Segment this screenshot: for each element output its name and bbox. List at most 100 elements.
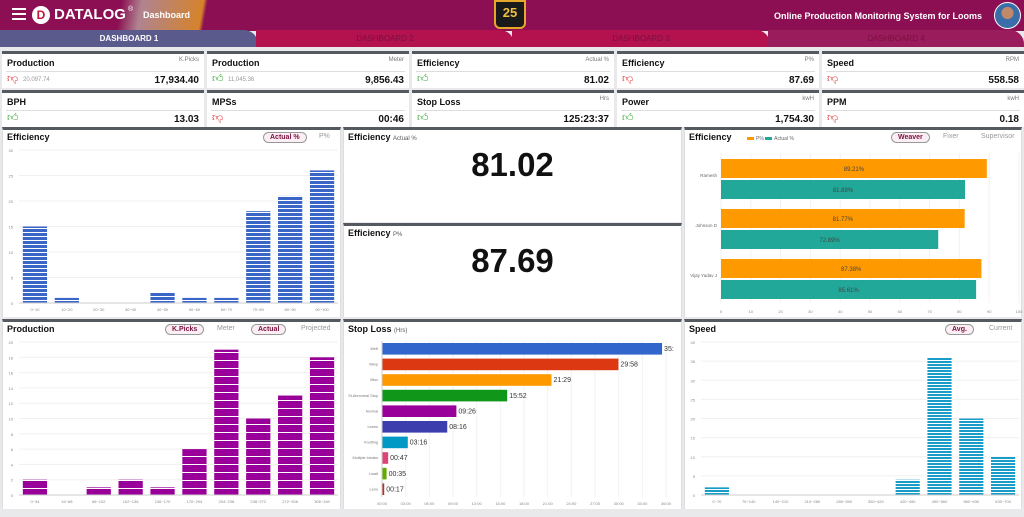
chart-legend: P% Actual %	[747, 136, 794, 142]
toggle-meter[interactable]: Meter	[217, 325, 235, 332]
y-tick-label: 15	[691, 436, 696, 441]
y-tick-label: 20	[9, 199, 14, 204]
stop-loss-panel: Stop Loss (Hrs) 00:00 03:00 06:00 09:00 12:0…	[343, 319, 682, 509]
toggle-current[interactable]: Current	[989, 325, 1013, 332]
kpi-unit: Actual %	[585, 57, 609, 63]
bar	[309, 170, 335, 303]
x-tick-label: 0~34	[30, 499, 40, 504]
thumbs-down-icon: 👎︎	[827, 112, 839, 124]
tab-dashboard-2[interactable]: DASHBOARD 2	[256, 30, 514, 47]
bar	[309, 357, 335, 495]
y-tick-label: 10	[691, 455, 696, 460]
kpi-card[interactable]: BPH 👍︎ 13.03	[2, 90, 204, 127]
kpi-value: 1,754.30	[775, 114, 814, 125]
tab-dashboard-4[interactable]: DASHBOARD 4	[768, 30, 1024, 47]
kpi-card[interactable]: Efficiency Actual % 👍︎ 81.02	[412, 51, 614, 88]
kpi-previous-value: 11,045.36	[228, 77, 255, 83]
kpi-unit: P%	[804, 57, 814, 63]
thumbs-up-icon: 👍︎	[417, 112, 429, 124]
toggle-actual[interactable]: Actual	[251, 324, 287, 335]
toggle-kpicks[interactable]: K.Picks	[165, 324, 205, 335]
kpi-card[interactable]: Power kwH 👍︎ 1,754.30	[617, 90, 819, 127]
toggle-fixer[interactable]: Fixer	[943, 133, 959, 140]
thumbs-down-icon: 👎︎	[827, 73, 839, 85]
y-tick-label: 20	[9, 340, 14, 345]
kpi-value: 0.18	[999, 114, 1019, 125]
stop-loss-chart: 00:00 03:00 06:00 09:00 12:00 15:00 18:00 21:00…	[348, 341, 674, 506]
thumbs-down-icon: 👎︎	[622, 73, 634, 85]
x-tick-label: 10	[749, 309, 754, 314]
x-tick-label: 03:00	[401, 501, 412, 506]
avatar[interactable]	[994, 2, 1021, 29]
title-text: Efficiency	[348, 228, 391, 238]
kpi-title: Power	[622, 97, 650, 107]
bar	[382, 389, 508, 402]
x-tick-label: 170~204	[187, 499, 203, 504]
bar	[927, 357, 952, 495]
toggle-supervisor[interactable]: Supervisor	[981, 133, 1015, 140]
kpi-card[interactable]: Production Meter 👍︎ 11,045.36 9,856.43	[207, 51, 409, 88]
brand-name: DATALOG	[54, 6, 126, 23]
data-label: 89.21%	[844, 167, 865, 173]
toggle-p-percent[interactable]: P%	[319, 133, 330, 140]
y-tick-label: 30	[9, 148, 14, 153]
panel-title: Production	[7, 324, 55, 334]
x-tick-label: 06:00	[424, 501, 435, 506]
kpi-value: 00:46	[378, 114, 404, 125]
bar	[182, 297, 207, 303]
toggle-avg[interactable]: Avg.	[945, 324, 974, 335]
efficiency-actual-panel: Efficiency Actual % 81.02	[343, 127, 682, 222]
data-label: 81.77%	[833, 217, 854, 223]
bar	[704, 487, 729, 495]
legend-label: Actual %	[774, 136, 794, 142]
kpi-card[interactable]: MPSs 👎︎ 00:46	[207, 90, 409, 127]
data-label: 09:26	[458, 408, 476, 415]
bar	[382, 436, 408, 449]
x-tick-label: 40	[838, 309, 843, 314]
x-tick-label: 34~68	[61, 499, 73, 504]
x-tick-label: 70~140	[742, 499, 756, 504]
toggle-projected[interactable]: Projected	[301, 325, 331, 332]
tab-dashboard-3[interactable]: DASHBOARD 3	[512, 30, 770, 47]
x-tick-label: 210~280	[804, 499, 820, 504]
x-tick-label: 100	[1016, 309, 1023, 314]
kpi-card[interactable]: Stop Loss Hrs 👍︎ 125:23:37	[412, 90, 614, 127]
kpi-card[interactable]: Production K.Picks 👎︎ 20,097.74 17,934.4…	[2, 51, 204, 88]
bar	[278, 195, 303, 303]
efficiency-histogram-chart: 0 5 10 15 20 25 30 0~10 10~20 20~30 30~40 40~50 50~6…	[9, 148, 338, 312]
app-header: D DATALOG ® Dashboard 25 Online Producti…	[0, 0, 1024, 31]
efficiency-p-value: 87.69	[471, 242, 554, 279]
bar	[22, 226, 48, 303]
unit-text: Actual %	[393, 136, 417, 142]
divider	[621, 110, 815, 111]
kpi-previous-value: 20,097.74	[23, 77, 50, 83]
bar	[22, 479, 48, 495]
production-histogram-chart: 0 2 4 6 8 10 12 14 16 18 20 0~34 34~68 68~102 102~136 1…	[9, 340, 338, 504]
y-tick-label: 0	[11, 301, 14, 306]
y-tick-label: 40	[691, 340, 696, 345]
tab-dashboard-1[interactable]: DASHBOARD 1	[0, 30, 258, 47]
x-tick-label: 09:00	[448, 501, 459, 506]
bar	[86, 487, 111, 495]
data-label: 08:16	[449, 424, 467, 431]
bar	[382, 483, 385, 495]
speed-histogram-panel: Speed Avg. Current 0 5 10 15 20 25 30 35 40 0~70 7…	[684, 319, 1022, 509]
x-tick-label: 30~40	[125, 307, 137, 312]
kpi-card[interactable]: Efficiency P% 👎︎ 87.69	[617, 51, 819, 88]
bar	[150, 292, 175, 303]
toggle-actual-percent[interactable]: Actual %	[263, 132, 307, 143]
hamburger-menu-icon[interactable]	[12, 8, 26, 20]
x-tick-label: 80	[957, 309, 962, 314]
datalog-logo-icon: D	[32, 6, 50, 24]
x-tick-label: 0~10	[30, 307, 40, 312]
toggle-weaver[interactable]: Weaver	[891, 132, 930, 143]
legend-label: P%	[756, 136, 764, 142]
bar	[382, 452, 389, 464]
kpi-card[interactable]: PPM kwH 👎︎ 0.18	[822, 90, 1024, 127]
x-tick-label: 204~238	[219, 499, 235, 504]
kpi-card[interactable]: Speed RPM 👎︎ 558.58	[822, 51, 1024, 88]
kpi-unit: Hrs	[599, 96, 609, 102]
kpi-unit: K.Picks	[178, 57, 199, 63]
y-tick-label: 25	[691, 397, 696, 402]
bar	[182, 449, 207, 495]
